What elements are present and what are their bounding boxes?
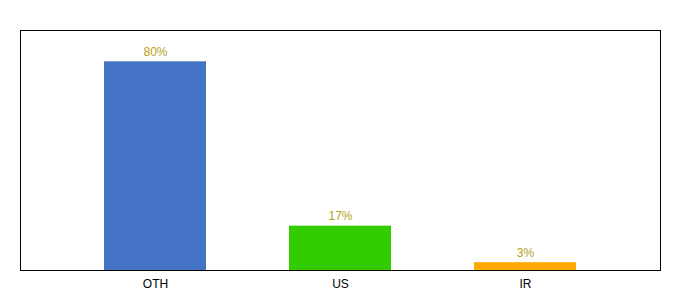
svg-text:80%: 80% xyxy=(143,45,167,59)
svg-text:IR: IR xyxy=(520,277,532,291)
svg-text:3%: 3% xyxy=(517,246,535,260)
svg-text:OTH: OTH xyxy=(143,277,168,291)
svg-text:17%: 17% xyxy=(328,209,352,223)
svg-text:US: US xyxy=(332,277,349,291)
